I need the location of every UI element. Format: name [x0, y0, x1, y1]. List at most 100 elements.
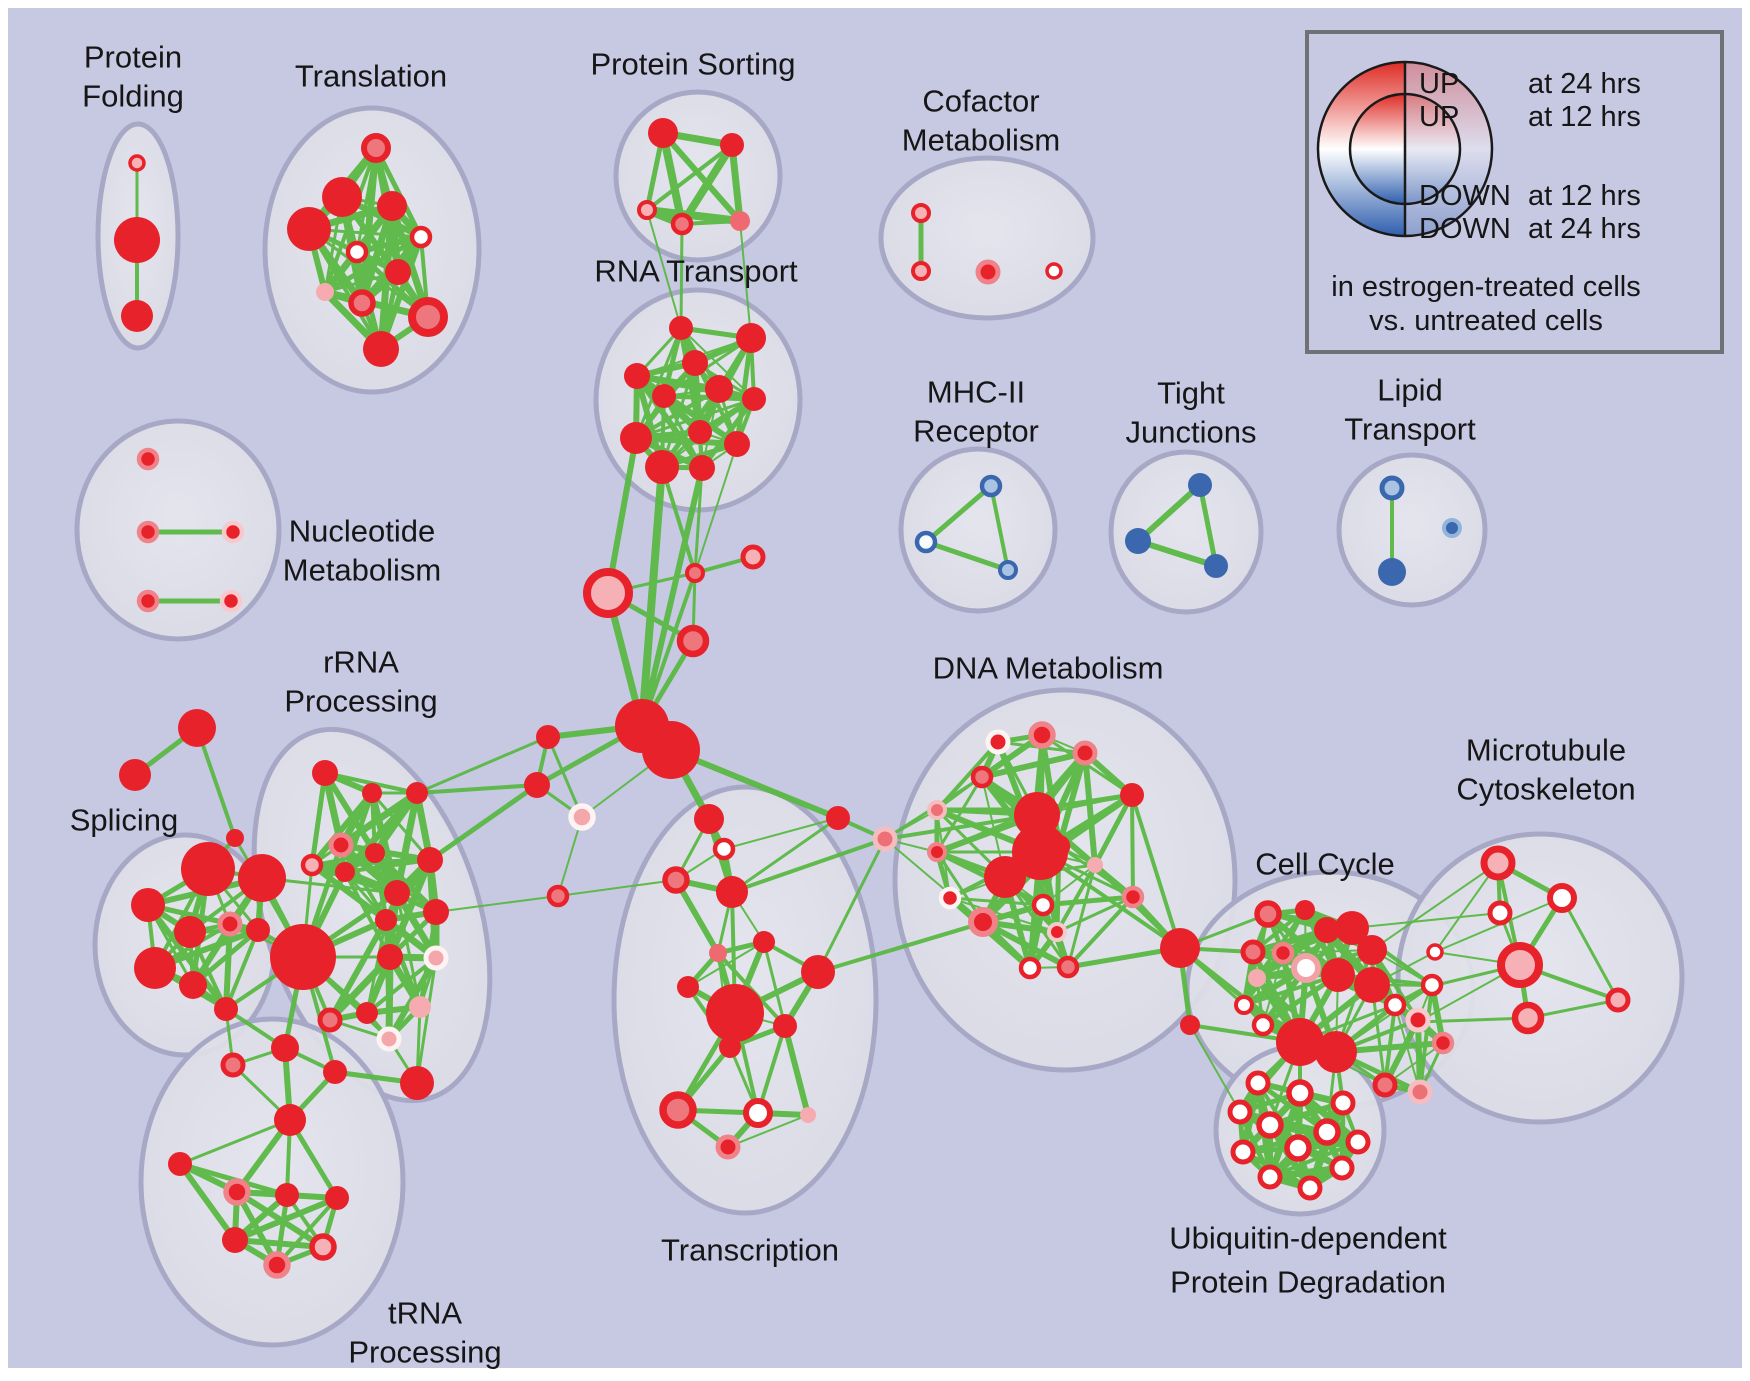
- network-edge: [762, 940, 787, 1028]
- network-edge: [337, 789, 421, 849]
- network-node-cc15: [1383, 993, 1407, 1017]
- network-node-rt9: [724, 431, 750, 457]
- network-node-r9: [423, 899, 449, 925]
- network-edge: [327, 917, 389, 1023]
- network-node-t6: [385, 259, 411, 285]
- network-edge: [224, 928, 260, 1011]
- network-node-ub7: [1230, 1139, 1256, 1165]
- network-edge: [756, 1024, 787, 1115]
- cluster-label-translation: Translation: [295, 59, 447, 94]
- network-node-r3: [328, 832, 354, 858]
- network-node-dm10: [927, 842, 947, 862]
- cluster-label-cell-cycle: Cell Cycle: [1255, 847, 1395, 882]
- network-node-mt1: [1547, 883, 1577, 913]
- network-edge: [1055, 863, 1097, 934]
- legend-time-0: at 24 hrs: [1528, 68, 1641, 100]
- network-node-mt7: [1511, 1001, 1545, 1035]
- network-edge: [923, 483, 994, 545]
- cluster-labels: Protein Folding Translation Protein Sorting…: [70, 40, 1636, 1370]
- network-node-cc4: [1357, 935, 1387, 965]
- network-edge: [816, 837, 887, 974]
- network-node-tx1: [275, 1183, 299, 1207]
- network-node-tr6: [677, 976, 699, 998]
- network-node-dm4: [927, 800, 947, 820]
- network-node-r13: [409, 996, 431, 1018]
- legend-footer-0: in estrogen-treated cells: [1331, 271, 1641, 303]
- network-edge: [1268, 1140, 1360, 1179]
- network-node-b2: [220, 1052, 246, 1078]
- network-node-cf0: [911, 203, 931, 223]
- network-node-mt2: [1487, 900, 1513, 926]
- network-edge: [948, 896, 1045, 907]
- network-node-nu1: [136, 520, 160, 544]
- network-node-tj1: [1125, 528, 1151, 554]
- legend-time-2: at 12 hrs: [1528, 180, 1641, 212]
- network-node-mh1: [914, 530, 938, 554]
- network-edge: [326, 953, 394, 1024]
- network-node-dm11: [938, 886, 962, 910]
- network-edge: [415, 735, 550, 795]
- network-node-tr7: [801, 955, 835, 989]
- cluster-label-tight-junctions: Junctions: [1126, 415, 1257, 450]
- network-edge: [979, 750, 1088, 780]
- network-node-ps4: [730, 211, 750, 231]
- network-node-dm6: [1120, 783, 1144, 807]
- network-nodes: [114, 118, 1631, 1279]
- network-node-m0: [685, 563, 705, 583]
- network-edge: [1197, 482, 1219, 569]
- network-node-cf1: [911, 261, 931, 281]
- network-edge: [679, 222, 684, 330]
- cluster-label-lipid-transport: Transport: [1344, 412, 1476, 447]
- network-edge: [646, 209, 682, 329]
- network-edge: [661, 393, 740, 447]
- network-node-s1: [238, 854, 286, 902]
- network-node-t4: [409, 225, 433, 249]
- network-node-tr13: [800, 1107, 816, 1123]
- network-node-tj2: [1204, 554, 1228, 578]
- network-node-r7: [417, 847, 443, 873]
- network-node-ps2: [637, 200, 657, 220]
- network-edge: [232, 1195, 340, 1243]
- cluster-label-transcription: Transcription: [661, 1233, 839, 1268]
- legend-time-1: at 12 hrs: [1528, 101, 1641, 133]
- network-node-pf2: [121, 300, 153, 332]
- network-node-tx2: [325, 1186, 349, 1210]
- network-node-tr3: [716, 876, 748, 908]
- network-edge: [177, 1161, 238, 1243]
- network-node-ub4: [1256, 1111, 1284, 1139]
- network-node-t3: [287, 207, 331, 251]
- network-edge: [1371, 862, 1499, 951]
- network-edge: [1383, 1003, 1397, 1087]
- network-edge: [1189, 1024, 1241, 1113]
- network-edge: [1092, 792, 1135, 868]
- legend: UP at 24 hrs UP at 12 hrs DOWN at 12 hrs DOWN a…: [1305, 30, 1724, 354]
- cluster-label-dna-metabolism: DNA Metabolism: [933, 651, 1164, 686]
- cluster-ellipse-mhc-ii-receptor: [898, 446, 1058, 614]
- network-node-ub6: [1345, 1129, 1371, 1155]
- network-edge: [1066, 863, 1097, 969]
- network-node-tri1: [119, 759, 151, 791]
- network-edge: [730, 837, 887, 894]
- network-node-cc18: [1431, 1031, 1455, 1055]
- network-node-r5: [335, 862, 355, 882]
- network-node-dm0: [985, 729, 1011, 755]
- network-edge: [730, 816, 840, 894]
- cluster-ellipse-trna-processing: [138, 1016, 406, 1348]
- network-edge: [660, 465, 697, 575]
- network-node-nu3: [136, 589, 160, 613]
- network-node-rt6: [652, 384, 676, 408]
- network-node-tr1: [712, 837, 736, 861]
- cluster-label-rrna-processing: rRNA: [323, 645, 399, 680]
- network-node-t1: [322, 177, 362, 217]
- network-edge: [427, 782, 540, 863]
- network-node-r12: [423, 945, 449, 971]
- network-edge: [178, 1118, 292, 1166]
- network-node-cc16: [1420, 973, 1444, 997]
- network-node-s8: [246, 918, 270, 942]
- network-edge: [190, 927, 261, 988]
- network-node-b1: [271, 1034, 299, 1062]
- network-node-dm12: [968, 907, 998, 937]
- network-node-mt4: [1497, 942, 1543, 988]
- network-node-s7: [214, 997, 238, 1021]
